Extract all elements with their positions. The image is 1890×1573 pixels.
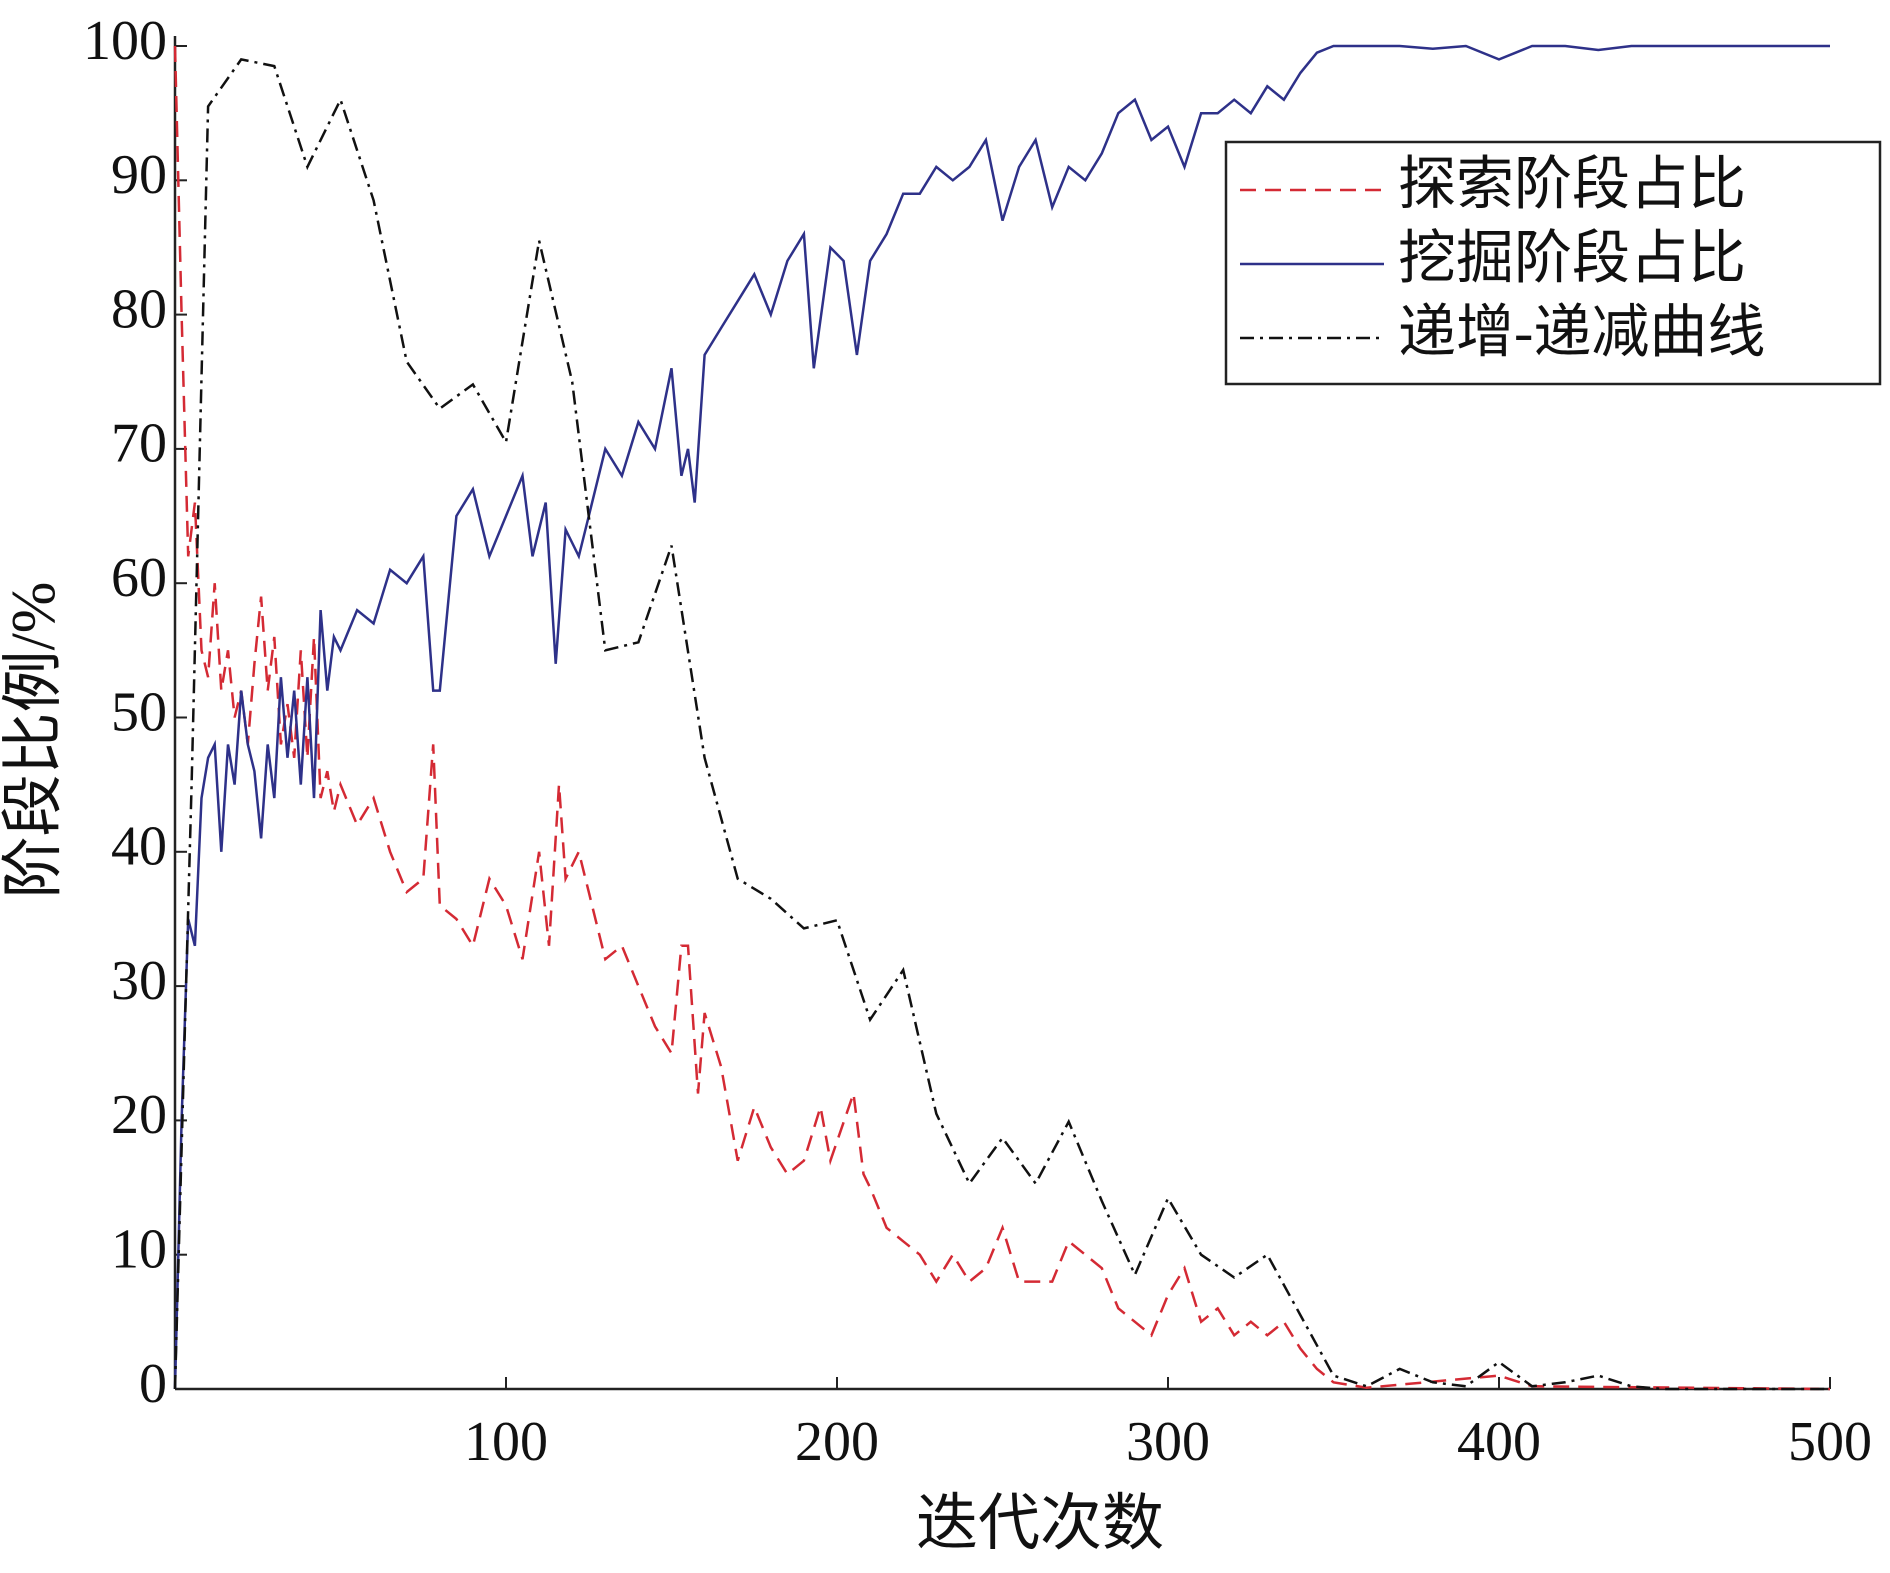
x-tick-label: 300 [1126, 1411, 1210, 1473]
series-line [173, 58, 1830, 1391]
series-line [173, 44, 1830, 1390]
y-tick-label: 30 [111, 950, 167, 1012]
y-tick-label: 0 [139, 1353, 167, 1415]
y-tick-label: 100 [83, 10, 167, 72]
legend-label: 探索阶段占比 [1398, 151, 1746, 216]
y-tick-label: 40 [111, 816, 167, 878]
legend-label: 递增-递减曲线 [1398, 299, 1765, 364]
legend-label: 挖掘阶段占比 [1398, 225, 1746, 290]
x-tick-label: 500 [1788, 1411, 1872, 1473]
y-tick-label: 70 [111, 413, 167, 475]
y-tick-label: 60 [111, 547, 167, 609]
y-tick-label: 50 [111, 681, 167, 743]
series-line [173, 45, 1831, 1391]
y-axis-label: 阶段比例/% [0, 582, 68, 899]
x-tick-label: 200 [795, 1411, 879, 1473]
x-axis-label: 迭代次数 [916, 1490, 1164, 1558]
y-tick-label: 20 [111, 1084, 167, 1146]
y-tick-label: 10 [111, 1219, 167, 1281]
y-tick-label: 80 [111, 278, 167, 340]
x-tick-label: 100 [464, 1411, 548, 1473]
x-tick-label: 400 [1457, 1411, 1541, 1473]
y-tick-label: 90 [111, 144, 167, 206]
